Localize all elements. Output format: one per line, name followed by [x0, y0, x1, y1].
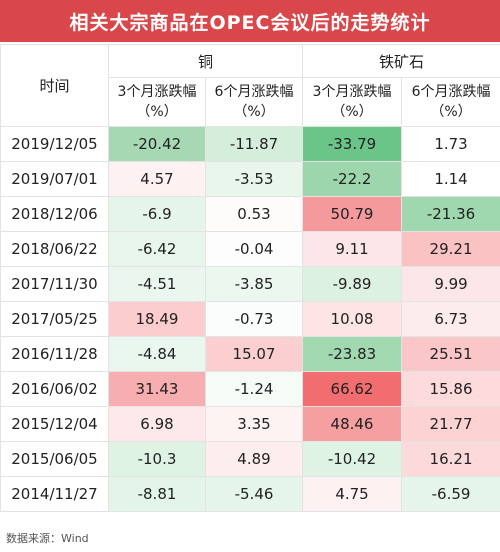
value-cell: 66.62 [302, 371, 403, 407]
value-cell: 29.21 [401, 231, 500, 267]
data-source-note: 数据来源：Wind [6, 532, 89, 545]
table-row: 2019/07/01 4.57 -3.53 -22.2 1.14 [0, 161, 500, 197]
value-cell: -3.85 [204, 266, 304, 302]
value-cell: 15.07 [204, 336, 304, 372]
header-iron-3m: 3个月涨跌幅 （%） [302, 77, 403, 127]
value-cell: 50.79 [302, 196, 403, 232]
row-date: 2018/06/22 [0, 231, 109, 267]
value-cell: 18.49 [108, 301, 206, 337]
value-cell: 15.86 [401, 371, 500, 407]
table-row: 2016/06/02 31.43 -1.24 66.62 15.86 [0, 371, 500, 407]
header-copper: 铜 [107, 44, 304, 78]
value-cell: -4.51 [108, 266, 206, 302]
row-date: 2016/11/28 [0, 336, 109, 372]
value-cell: 21.77 [401, 406, 500, 442]
value-cell: 6.98 [108, 406, 206, 442]
table-row: 2019/12/05 -20.42 -11.87 -33.79 1.73 [0, 126, 500, 162]
row-date: 2014/11/27 [0, 476, 109, 512]
header-sub-row: 3个月涨跌幅 （%） 6个月涨跌幅 （%） 3个月涨跌幅 （%） 6个月涨跌幅 （%） [1, 77, 500, 127]
value-cell: -10.3 [108, 441, 206, 477]
table-row: 2017/11/30 -4.51 -3.85 -9.89 9.99 [0, 266, 500, 302]
row-date: 2015/06/05 [0, 441, 109, 477]
row-date: 2018/12/06 [0, 196, 109, 232]
table-row: 2015/06/05 -10.3 4.89 -10.42 16.21 [0, 441, 500, 477]
value-cell: -21.36 [401, 196, 500, 232]
value-cell: -6.9 [108, 196, 206, 232]
row-date: 2015/12/04 [0, 406, 109, 442]
row-date: 2019/12/05 [0, 126, 109, 162]
value-cell: -11.87 [204, 126, 304, 162]
value-cell: 1.73 [401, 126, 500, 162]
table-row: 2014/11/27 -8.81 -5.46 4.75 -6.59 [0, 476, 500, 512]
value-cell: -10.42 [302, 441, 403, 477]
header-time: 时间 [0, 44, 109, 127]
row-date: 2017/11/30 [0, 266, 109, 302]
value-cell: 10.08 [302, 301, 403, 337]
value-cell: 3.35 [204, 406, 304, 442]
value-cell: 4.75 [302, 476, 403, 512]
value-cell: -23.83 [302, 336, 403, 372]
value-cell: 48.46 [302, 406, 403, 442]
table-title: 相关大宗商品在OPEC会议后的走势统计 [0, 0, 500, 42]
value-cell: 9.11 [302, 231, 403, 267]
table-row: 2018/06/22 -6.42 -0.04 9.11 29.21 [0, 231, 500, 267]
value-cell: -22.2 [302, 161, 403, 197]
value-cell: 9.99 [401, 266, 500, 302]
value-cell: 1.14 [401, 161, 500, 197]
value-cell: 0.53 [204, 196, 304, 232]
value-cell: 6.73 [401, 301, 500, 337]
table-row: 2018/12/06 -6.9 0.53 50.79 -21.36 [0, 196, 500, 232]
commodity-table: 时间 铜 铁矿石 3个月涨跌幅 （%） 6个月涨跌幅 （%） 3个月涨跌幅 （%） 6… [0, 44, 500, 512]
value-cell: -33.79 [302, 126, 403, 162]
value-cell: 4.89 [204, 441, 304, 477]
value-cell: -9.89 [302, 266, 403, 302]
value-cell: 25.51 [401, 336, 500, 372]
value-cell: -6.42 [108, 231, 206, 267]
value-cell: -0.73 [204, 301, 304, 337]
value-cell: -20.42 [108, 126, 206, 162]
value-cell: -1.24 [204, 371, 304, 407]
table-row: 2017/05/25 18.49 -0.73 10.08 6.73 [0, 301, 500, 337]
value-cell: 31.43 [108, 371, 206, 407]
header-copper-6m: 6个月涨跌幅 （%） [204, 77, 304, 127]
header-iron-6m: 6个月涨跌幅 （%） [401, 77, 500, 127]
value-cell: -8.81 [108, 476, 206, 512]
value-cell: 4.57 [108, 161, 206, 197]
header-iron-ore: 铁矿石 [302, 44, 500, 78]
value-cell: -6.59 [401, 476, 500, 512]
header-copper-3m: 3个月涨跌幅 （%） [108, 77, 206, 127]
row-date: 2019/07/01 [0, 161, 109, 197]
value-cell: -4.84 [108, 336, 206, 372]
header-group-row: 时间 铜 铁矿石 [0, 44, 500, 127]
value-cell: -5.46 [204, 476, 304, 512]
value-cell: -3.53 [204, 161, 304, 197]
value-cell: -0.04 [204, 231, 304, 267]
row-date: 2016/06/02 [0, 371, 109, 407]
table-row: 2015/12/04 6.98 3.35 48.46 21.77 [0, 406, 500, 442]
value-cell: 16.21 [401, 441, 500, 477]
table-row: 2016/11/28 -4.84 15.07 -23.83 25.51 [0, 336, 500, 372]
row-date: 2017/05/25 [0, 301, 109, 337]
